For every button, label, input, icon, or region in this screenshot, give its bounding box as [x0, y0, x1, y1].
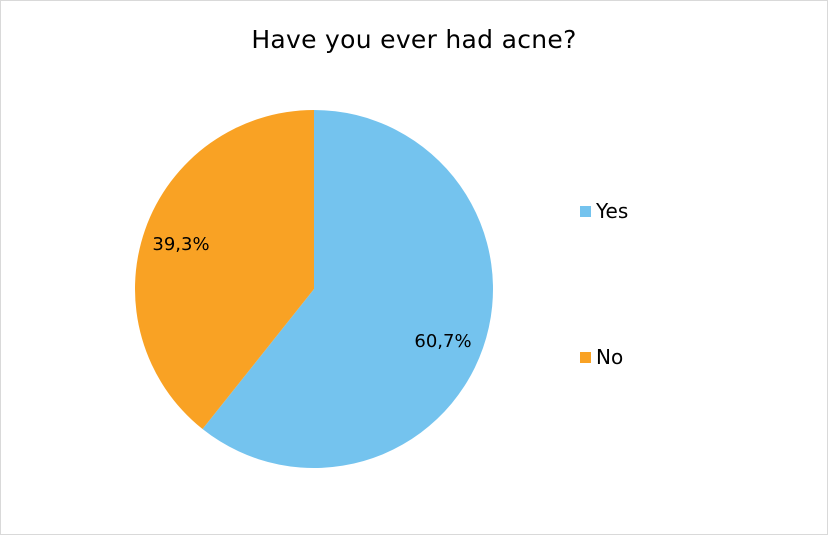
legend-swatch-yes [580, 205, 591, 217]
legend-label-yes: Yes [596, 199, 629, 223]
pie-data-labels: 60,7% 39,3% [152, 234, 471, 352]
pie-slices [134, 109, 493, 469]
legend-swatch-no [580, 351, 591, 363]
data-label-yes: 60,7% [414, 331, 471, 352]
legend-item-no[interactable]: No [580, 345, 623, 369]
pie-slice-no[interactable] [134, 109, 314, 430]
chart-title: Have you ever had acne? [251, 25, 577, 54]
legend-item-yes[interactable]: Yes [580, 199, 628, 223]
legend-label-no: No [596, 345, 624, 369]
data-label-no: 39,3% [152, 234, 209, 255]
pie-slice-yes[interactable] [202, 110, 493, 469]
